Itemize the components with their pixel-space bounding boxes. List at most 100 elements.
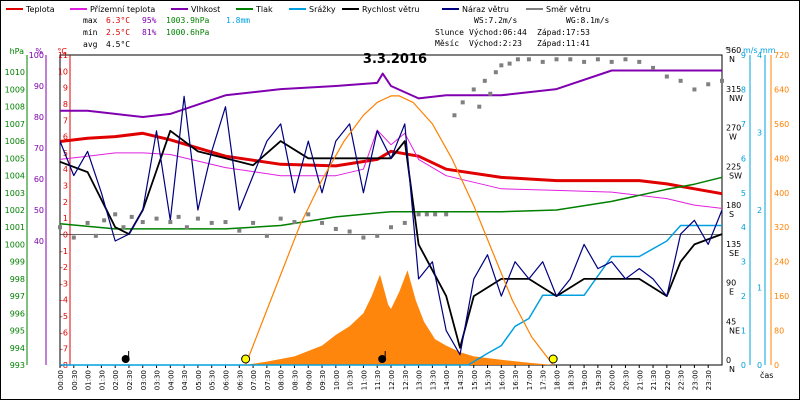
stats-max-rain: 1.8mm	[226, 16, 250, 25]
moonset-marker	[378, 355, 387, 363]
axis-tick-solar: 720	[774, 51, 789, 60]
moonset-time: Západ:11:41	[537, 39, 590, 48]
stats-max-temp: 6.3°C	[106, 16, 130, 25]
x-tick-label: 01:00	[85, 370, 93, 390]
axis-tick-solar: 160	[774, 292, 789, 301]
x-tick-label: 19:00	[581, 370, 589, 390]
axis-tick-temperature: 0	[63, 230, 68, 239]
axis-tick-wind: 6	[741, 154, 746, 163]
wind-direction-point	[292, 220, 297, 225]
stats-min-temp: 2.5°C	[106, 28, 130, 37]
axis-tick-direction: 360	[726, 46, 741, 55]
axis-tick-humidity: 80	[34, 113, 44, 122]
wind-direction-point	[184, 225, 189, 230]
axis-tick-wind: 9	[741, 51, 746, 60]
x-tick-label: 09:00	[305, 370, 313, 390]
axis-tick-humidity: 60	[34, 175, 44, 184]
axis-tick-pressure: 1006	[5, 137, 25, 146]
wind-direction-point	[692, 87, 697, 92]
wind-direction-point	[176, 214, 181, 219]
wind-direction-point	[71, 235, 76, 240]
wind-direction-point	[320, 220, 325, 225]
axis-tick-pressure: 1000	[5, 240, 25, 249]
wind-direction-point	[113, 212, 118, 217]
legend-label-precipitation: Srážky	[309, 5, 336, 14]
x-tick-label: 21:00	[636, 370, 644, 390]
axis-tick-direction-name: SE	[729, 249, 739, 258]
x-axis-label: čas	[760, 370, 773, 380]
wind-direction-point	[195, 216, 200, 221]
axis-tick-direction: 135	[726, 240, 741, 249]
x-tick-label: 20:00	[609, 370, 617, 390]
axis-tick-direction: 225	[726, 162, 741, 171]
axis-tick-precip: 4	[757, 51, 762, 60]
wind-direction-point	[499, 63, 504, 68]
x-tick-label: 04:30	[181, 370, 189, 390]
wind-direction-point	[609, 59, 614, 64]
series-pressure	[59, 176, 723, 230]
axis-tick-direction-name: S	[729, 210, 734, 219]
axis-tick-solar: 80	[774, 327, 784, 336]
wind-direction-point	[651, 65, 656, 70]
axis-tick-humidity: 100	[29, 51, 44, 60]
axis-tick-direction-name: NE	[729, 326, 740, 335]
x-tick-label: 01:30	[98, 370, 106, 390]
wind-direction-point	[237, 228, 242, 233]
wind-direction-point	[706, 82, 711, 87]
sunrise-time: Východ:06:44	[469, 28, 527, 37]
wind-direction-point	[278, 216, 283, 221]
axis-tick-pressure: 1003	[5, 189, 25, 198]
stats-max-label: max	[83, 16, 98, 25]
wind-direction-point	[223, 220, 228, 225]
axis-tick-wind: 2	[741, 292, 746, 301]
x-tick-label: 23:30	[705, 370, 713, 390]
axis-tick-wind: 8	[741, 85, 746, 94]
axis-tick-temperature: -2	[60, 263, 68, 272]
axis-tick-temperature: -3	[60, 279, 68, 288]
wind-direction-point	[493, 70, 498, 75]
x-tick-label: 14:00	[443, 370, 451, 390]
wind-direction-point	[482, 78, 487, 83]
axis-unit-wind: m/s	[743, 46, 758, 55]
wind-direction-point	[121, 225, 126, 230]
wind-direction-point	[347, 229, 352, 234]
axis-tick-temperature: 9	[63, 84, 68, 93]
wind-direction-point	[568, 57, 573, 62]
x-tick-label: 17:30	[540, 370, 548, 390]
axis-tick-pressure: 998	[10, 275, 25, 284]
axis-tick-pressure: 1010	[5, 68, 25, 77]
legend-label-humidity: Vlhkost	[191, 5, 220, 14]
sunrise-marker	[241, 354, 251, 364]
wind-direction-point	[85, 220, 90, 225]
x-tick-label: 05:00	[195, 370, 203, 390]
wind-direction-point	[251, 220, 256, 225]
stats-avg-label: avg	[83, 40, 98, 49]
axis-tick-direction: 0	[726, 356, 731, 365]
legend: Teplota Přízemní teplota Vlhkost Tlak Srážky…	[6, 5, 591, 14]
axis-tick-wind: 4	[741, 223, 746, 232]
axis-tick-direction-name: E	[729, 288, 734, 297]
wind-direction-point	[375, 233, 380, 238]
x-tick-label: 06:30	[236, 370, 244, 390]
chart-title: 3.3.2016	[363, 52, 427, 67]
x-tick-label: 13:00	[416, 370, 424, 390]
stats-wind-speed: WS:7.2m/s	[474, 16, 518, 25]
series-temperature	[59, 131, 723, 196]
axis-unit-humidity: %	[35, 47, 43, 56]
axis-tick-temperature: -6	[60, 328, 68, 337]
wind-direction-point	[306, 212, 311, 217]
x-tick-label: 15:30	[485, 370, 493, 390]
wind-direction-point	[129, 214, 134, 219]
stats-min-pressure: 1000.6hPa	[166, 28, 210, 37]
wind-direction-point	[623, 57, 628, 62]
axis-tick-temperature: 2	[63, 198, 68, 207]
wind-direction-point	[720, 78, 724, 83]
x-tick-label: 07:00	[250, 370, 258, 390]
stats-max-pressure: 1003.9hPa	[166, 16, 210, 25]
axis-tick-pressure: 1004	[5, 172, 25, 181]
wind-direction-point	[154, 216, 159, 221]
axis-tick-pressure: 1008	[5, 103, 25, 112]
wind-direction-point	[102, 218, 107, 223]
stats-min-humidity: 81%	[142, 28, 157, 37]
